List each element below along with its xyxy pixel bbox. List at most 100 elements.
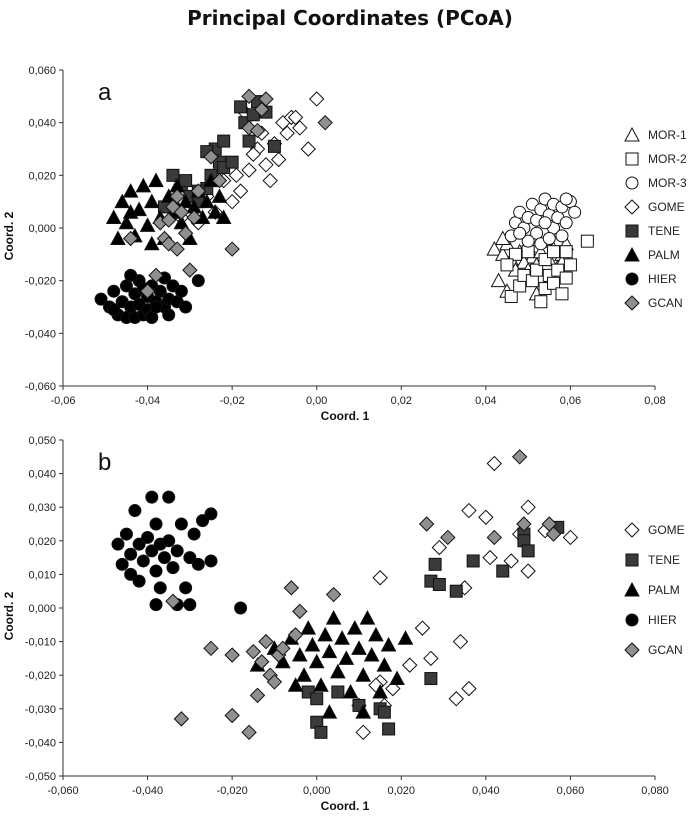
- data-point: [204, 554, 218, 568]
- data-point: [186, 209, 202, 226]
- data-point: [143, 193, 160, 209]
- data-point: [440, 529, 456, 546]
- data-point: [503, 553, 519, 569]
- legend-marker: [625, 272, 639, 286]
- series-mor-2: [500, 234, 594, 309]
- data-point: [245, 643, 261, 660]
- data-point: [486, 241, 503, 256]
- data-point: [555, 287, 569, 301]
- data-point: [372, 570, 388, 586]
- data-point: [162, 308, 176, 322]
- data-point: [516, 516, 532, 532]
- data-point: [149, 564, 163, 578]
- data-point: [342, 683, 359, 699]
- data-point: [131, 201, 147, 217]
- data-point: [234, 601, 248, 615]
- legend-marker: [624, 522, 640, 538]
- data-point: [215, 209, 232, 224]
- page-title: Principal Coordinates (PCoA): [187, 6, 513, 30]
- legend-marker: [625, 152, 639, 166]
- data-point: [380, 636, 397, 652]
- data-point: [513, 226, 527, 240]
- data-point: [547, 245, 561, 259]
- data-point: [157, 551, 171, 565]
- series-gcan: [165, 449, 562, 741]
- data-point: [196, 514, 210, 528]
- data-point: [500, 258, 514, 272]
- data-point: [418, 516, 435, 532]
- panel-label: a: [98, 79, 112, 106]
- x-tick-label: 0,020: [388, 785, 416, 797]
- data-point: [161, 212, 177, 228]
- x-tick-label: 0,06: [560, 395, 581, 407]
- y-tick-label: -0,020: [25, 276, 56, 288]
- data-point: [128, 504, 142, 518]
- panel-label: b: [98, 449, 111, 476]
- x-tick-label: 0,08: [644, 395, 665, 407]
- data-point: [428, 557, 442, 571]
- data-point: [511, 449, 528, 465]
- data-point: [300, 141, 316, 157]
- data-point: [377, 705, 391, 719]
- data-point: [122, 204, 139, 219]
- legend-label: PALM: [648, 248, 680, 262]
- data-point: [179, 174, 193, 188]
- data-point: [461, 502, 477, 519]
- data-point: [115, 557, 129, 571]
- legend-label: GCAN: [648, 643, 683, 657]
- data-point: [542, 232, 556, 246]
- data-point: [304, 636, 321, 652]
- data-point: [111, 537, 125, 551]
- data-point: [317, 114, 333, 131]
- data-point: [292, 603, 308, 620]
- data-point: [508, 247, 522, 261]
- data-point: [94, 292, 108, 306]
- data-point: [258, 157, 274, 173]
- data-point: [334, 630, 350, 645]
- x-tick-label: 0,000: [303, 785, 331, 797]
- y-tick-label: 0,000: [28, 603, 56, 615]
- x-tick-label: -0,06: [50, 395, 75, 407]
- legend-label: HIER: [648, 272, 677, 286]
- data-point: [266, 674, 283, 690]
- data-point: [143, 235, 160, 251]
- data-point: [486, 455, 503, 472]
- series-gcan: [122, 88, 333, 299]
- data-point: [562, 529, 579, 546]
- x-tick-label: -0,04: [135, 395, 160, 407]
- x-tick-label: -0,060: [47, 785, 78, 797]
- data-point: [124, 567, 138, 581]
- data-point: [504, 289, 518, 303]
- y-tick-label: -0,010: [25, 637, 56, 649]
- x-tick-label: 0,04: [475, 395, 496, 407]
- data-point: [232, 183, 249, 199]
- data-point: [530, 263, 544, 277]
- data-point: [424, 672, 438, 686]
- data-point: [321, 643, 338, 659]
- data-point: [267, 139, 281, 153]
- data-point: [166, 561, 180, 575]
- data-point: [132, 574, 146, 588]
- legend-label: MOR-1: [648, 128, 687, 142]
- data-point: [228, 167, 245, 184]
- data-point: [321, 704, 338, 719]
- legend: MOR-1 MOR-2 MOR-3 GOME TENE PALM HIER GCAN: [624, 126, 687, 311]
- data-point: [166, 168, 180, 182]
- data-point: [521, 544, 535, 558]
- data-point: [300, 620, 317, 635]
- data-point: [139, 217, 156, 232]
- data-point: [224, 647, 240, 663]
- data-point: [402, 657, 418, 673]
- data-point: [385, 680, 401, 697]
- data-point: [149, 517, 163, 531]
- y-tick-label: -0,040: [25, 328, 56, 340]
- x-axis-label: Coord. 1: [321, 799, 370, 813]
- data-point: [359, 610, 376, 625]
- y-tick-label: 0,040: [28, 469, 56, 481]
- data-point: [559, 192, 573, 206]
- data-point: [234, 100, 248, 114]
- y-tick-label: -0,020: [25, 670, 56, 682]
- data-point: [207, 204, 224, 219]
- data-point: [242, 134, 256, 148]
- data-point: [110, 230, 126, 246]
